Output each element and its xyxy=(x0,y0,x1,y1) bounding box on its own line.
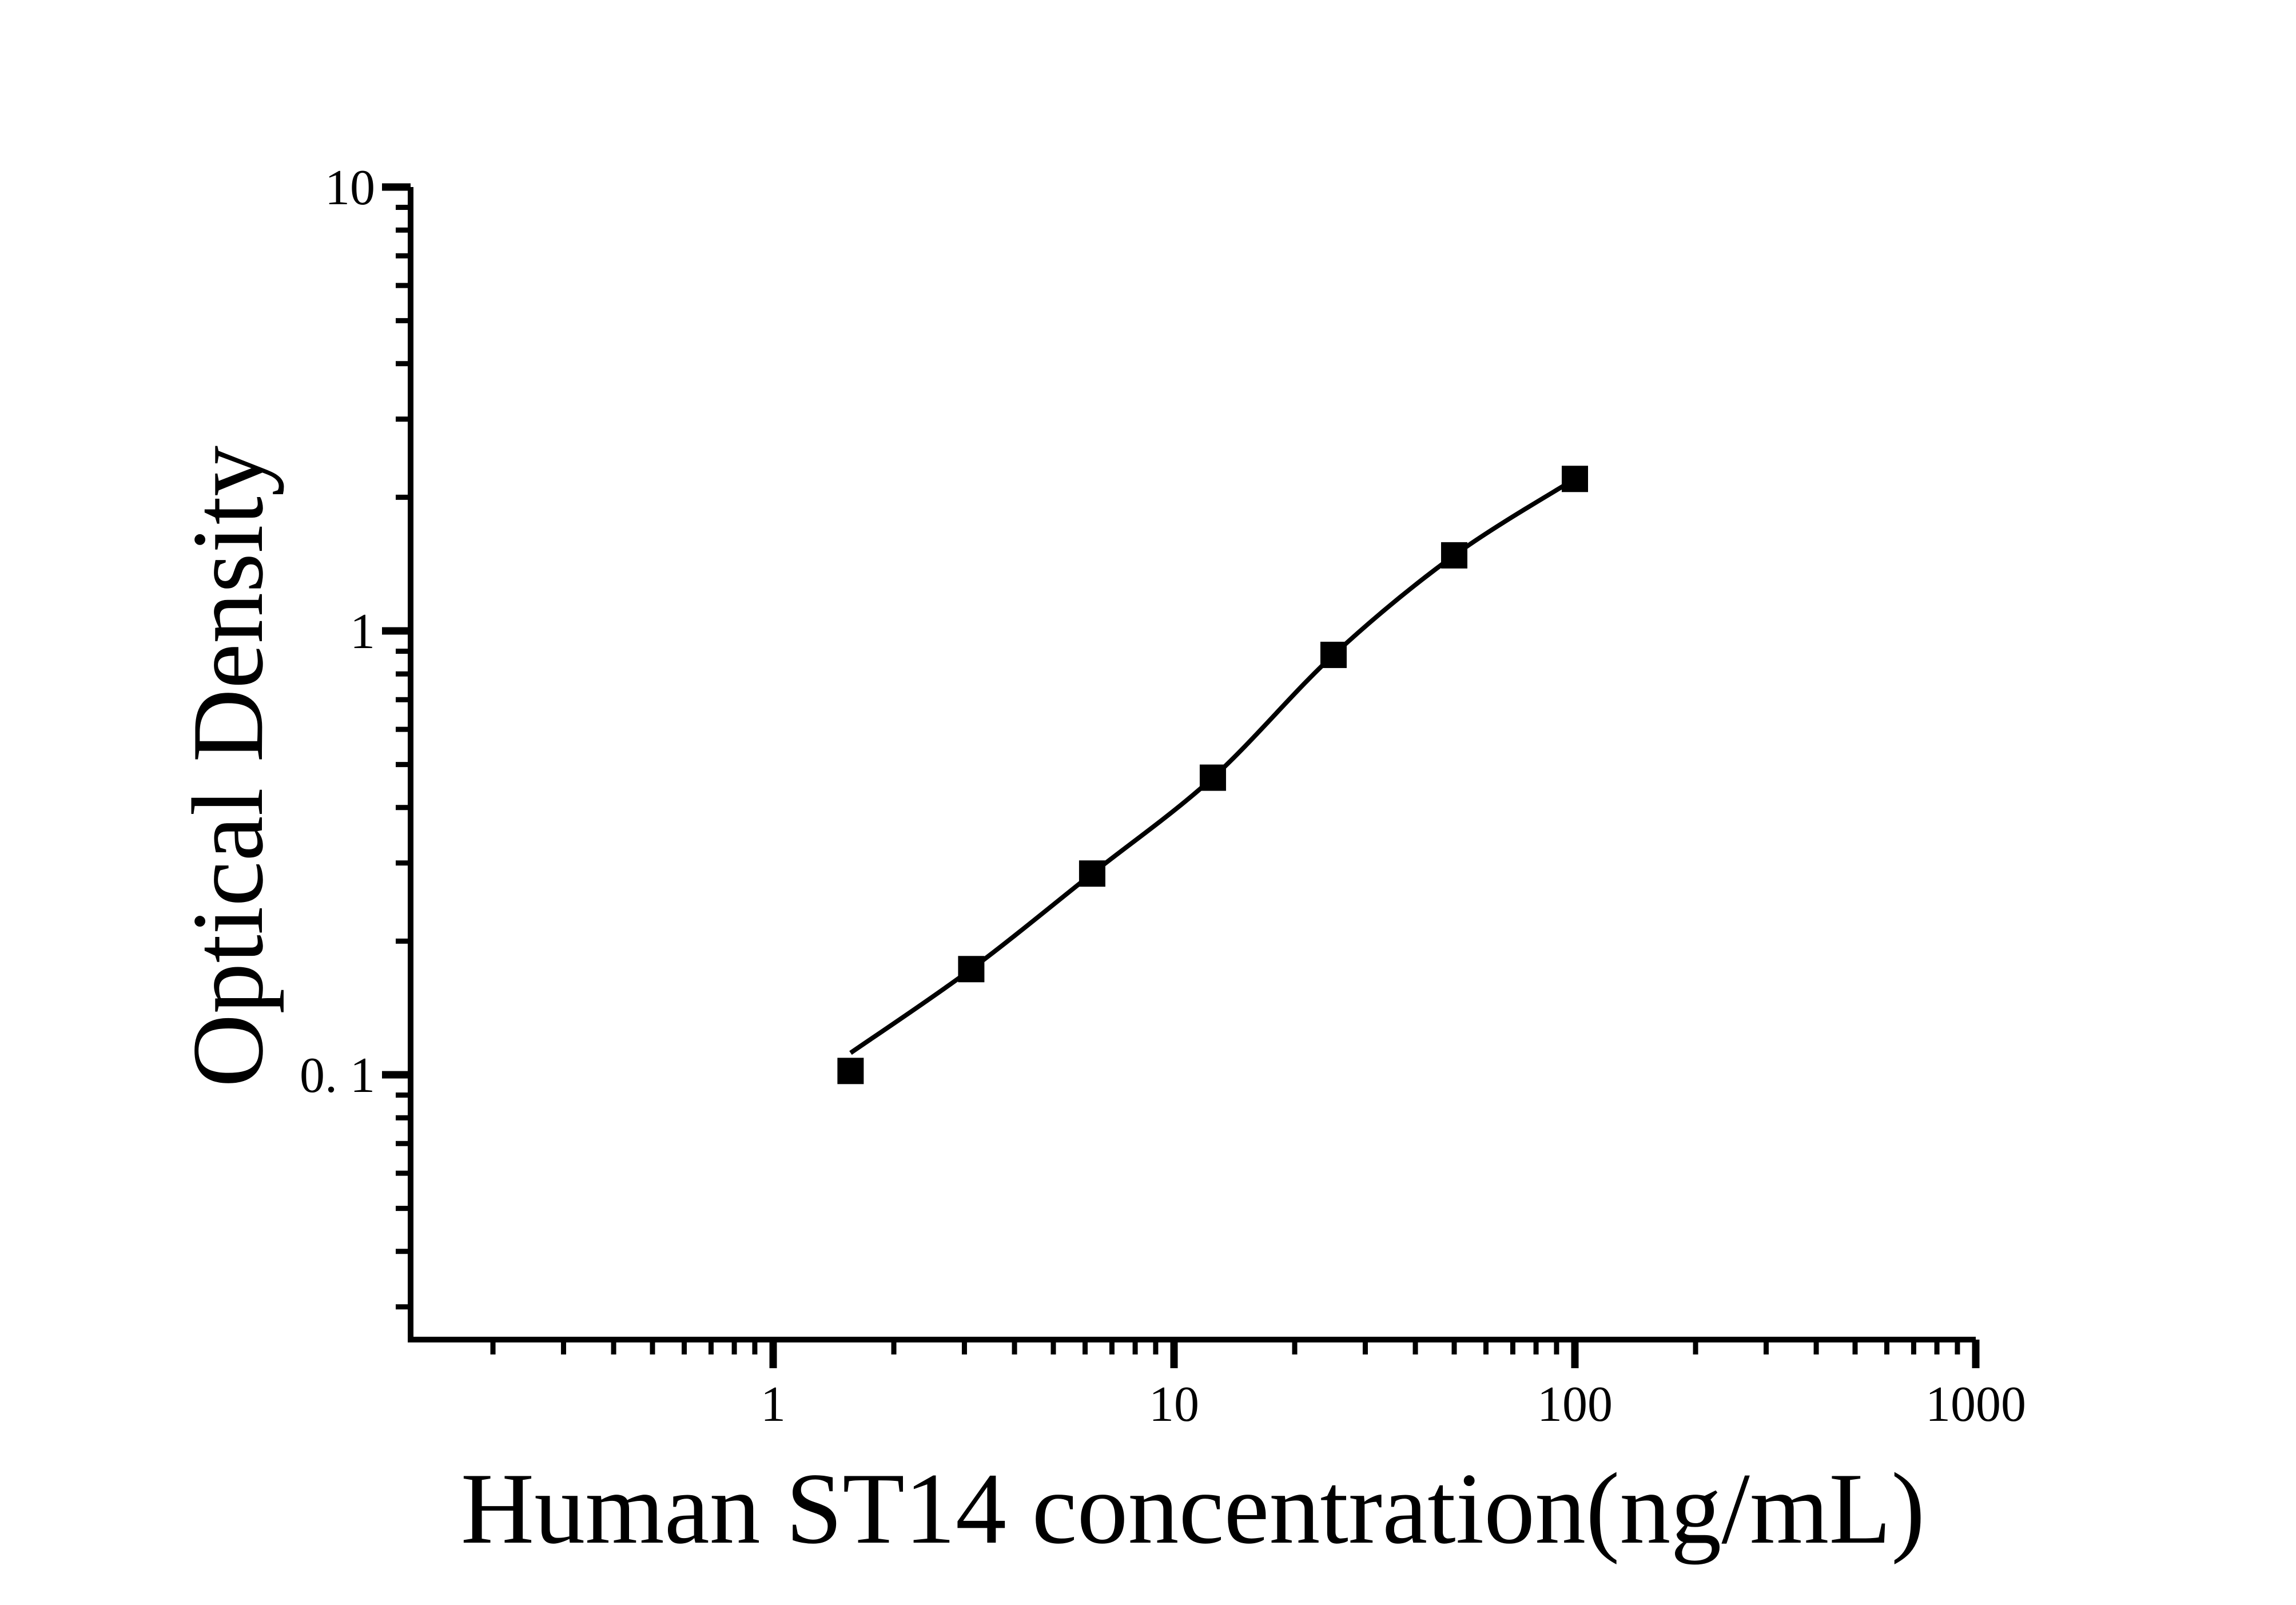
x-tick-label: 10 xyxy=(1149,1377,1199,1432)
data-point-marker xyxy=(837,1058,864,1084)
data-point-marker xyxy=(1199,764,1226,791)
y-tick-label: 1 xyxy=(350,604,375,660)
data-point-marker xyxy=(1320,641,1347,668)
axis-ticks xyxy=(382,183,1980,1368)
data-point-marker xyxy=(1441,542,1467,569)
y-tick-label: 10 xyxy=(325,160,375,216)
y-tick-label: 0. 1 xyxy=(300,1048,375,1103)
axis-tick-labels: 1 10 100 1000 0. 1 1 10 xyxy=(300,160,2026,1432)
x-tick-label: 100 xyxy=(1537,1377,1613,1432)
data-point-marker xyxy=(1562,466,1588,492)
x-axis-title: Human ST14 concentration(ng/mL) xyxy=(461,1452,1925,1565)
data-point-marker xyxy=(958,956,985,983)
data-point-marker xyxy=(1079,860,1105,887)
x-tick-label: 1000 xyxy=(1925,1377,2026,1432)
x-tick-label: 1 xyxy=(761,1377,786,1432)
y-axis-title: Optical Density xyxy=(171,446,284,1087)
data-points-layer xyxy=(837,466,1588,1084)
